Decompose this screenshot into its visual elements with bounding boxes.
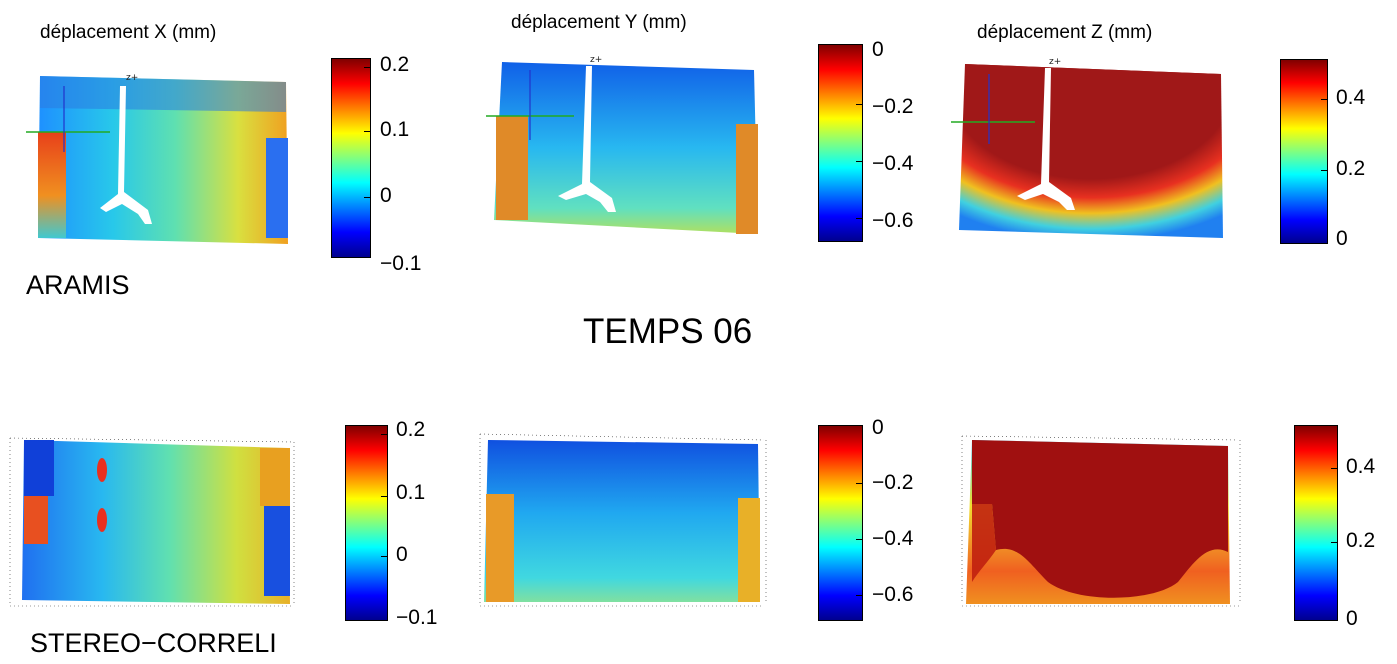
colorbar-y-bottom-tick: −0.6 — [872, 583, 914, 606]
colorbar-z-top-tick: 0.4 — [1336, 86, 1366, 109]
colorbar-z-bottom-tick: 0 — [1346, 607, 1358, 630]
title-displacement-y: déplacement Y (mm) — [511, 12, 687, 33]
colorbar-x-top-tick: 0 — [380, 184, 392, 207]
label-temps: TEMPS 06 — [583, 312, 753, 351]
colorbar-y-top-tick: 0 — [872, 38, 884, 61]
colorbar-x-bottom-tick: 0 — [396, 543, 408, 566]
colorbar-y-top — [818, 44, 863, 242]
axis-marker-label: z+ — [1049, 57, 1061, 67]
colorbar-y-bottom-tick: 0 — [872, 416, 884, 439]
title-displacement-x: déplacement X (mm) — [40, 22, 217, 43]
colorbar-x-bottom — [345, 425, 388, 621]
colorbar-x-top-tick: −0.1 — [380, 252, 422, 275]
colorbar-y-bottom-tick: −0.4 — [872, 527, 914, 550]
colorbar-x-top — [331, 58, 371, 258]
colorbar-y-bottom — [818, 425, 863, 621]
colorbar-z-bottom-tick: 0.2 — [1346, 529, 1376, 552]
colorbar-z-top — [1280, 59, 1328, 244]
axis-marker-label: z+ — [590, 55, 602, 65]
colorbar-x-bottom-tick: 0.1 — [396, 481, 426, 504]
axis-marker-label: z+ — [126, 73, 138, 83]
aramis-x-field: z+ — [26, 73, 288, 244]
colorbar-y-bottom-tick: −0.2 — [872, 471, 914, 494]
colorbar-z-top-tick: 0.2 — [1336, 157, 1366, 180]
stereo-z-field — [961, 435, 1241, 607]
colorbar-x-bottom-tick: 0.2 — [396, 418, 426, 441]
colorbar-x-top-tick: 0.1 — [380, 118, 410, 141]
colorbar-x-top-tick: 0.2 — [380, 53, 410, 76]
colorbar-z-bottom — [1294, 425, 1338, 621]
title-displacement-z: déplacement Z (mm) — [977, 22, 1153, 43]
label-stereo-correli: STEREO−CORRELI — [30, 628, 277, 658]
colorbar-z-bottom-tick: 0.4 — [1346, 455, 1376, 478]
colorbar-y-top-tick: −0.4 — [872, 152, 914, 175]
label-aramis: ARAMIS — [26, 270, 130, 300]
colorbar-z-top-tick: 0 — [1336, 227, 1348, 250]
colorbar-y-top-tick: −0.6 — [872, 209, 914, 232]
aramis-y-field: z+ — [486, 55, 758, 234]
aramis-z-field: z+ — [951, 57, 1223, 238]
stereo-x-field — [9, 437, 295, 607]
colorbar-x-bottom-tick: −0.1 — [396, 606, 438, 629]
stereo-y-field — [479, 433, 767, 607]
colorbar-y-top-tick: −0.2 — [872, 95, 914, 118]
